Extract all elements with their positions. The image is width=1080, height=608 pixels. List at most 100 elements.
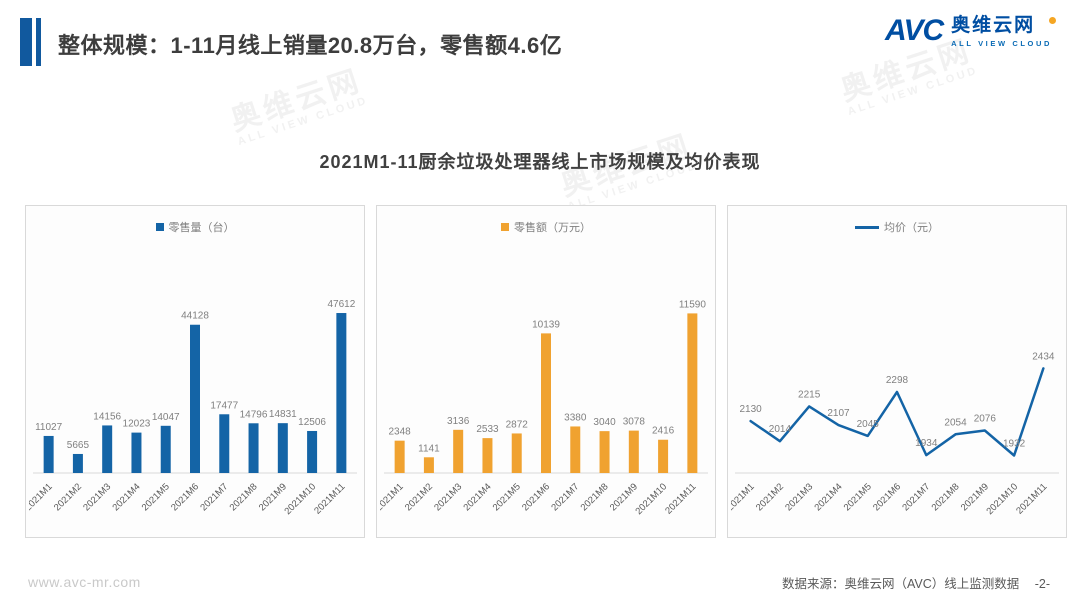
bar [160, 425, 171, 473]
x-tick-label: 2021M6 [871, 481, 903, 513]
point-value-label: 2045 [857, 419, 880, 430]
legend-line-icon [855, 225, 879, 229]
point-value-label: 2076 [974, 413, 997, 424]
footer-website: www.avc-mr.com [28, 574, 141, 590]
average-price-chart: 2130 2014 2215 2107 2045 2298 1934 2054 2076 1932… [731, 239, 1063, 531]
x-tick-label: 2021M2 [754, 481, 786, 513]
legend-label: 均价（元） [884, 222, 939, 234]
bar-value-label: 14831 [269, 409, 297, 420]
bar-value-label: 3040 [593, 417, 616, 428]
title-marker-icon [20, 18, 42, 66]
data-source-text: 数据来源：奥维云网（AVC）线上监测数据 [781, 577, 1020, 591]
bar-value-label: 2872 [506, 419, 529, 430]
bar [394, 440, 405, 473]
logo-dot-icon [1049, 17, 1056, 24]
bar [570, 426, 581, 473]
bar [628, 430, 639, 473]
bar [248, 423, 259, 473]
x-tick-label: 2021M10 [282, 481, 318, 517]
point-value-label: 2434 [1032, 351, 1055, 362]
point-value-label: 2014 [769, 424, 792, 435]
bar-value-label: 12506 [298, 417, 326, 428]
bar [307, 430, 318, 473]
retail-volume-panel: 零售量（台） 11027 5665 14156 12023 14047 44128 1747… [25, 205, 365, 538]
bar-value-label: 17477 [210, 400, 238, 411]
x-tick-label: 2021M2 [403, 481, 435, 513]
average-price-panel: 均价（元） 2130 2014 2215 2107 2045 2298 1934 2054 20… [727, 205, 1067, 538]
page-title: 整体规模：1-11月线上销量20.8万台，零售额4.6亿 [58, 33, 563, 58]
x-tick-label: 2021M11 [312, 481, 347, 516]
retail-value-legend: 零售额（万元） [501, 219, 591, 235]
x-tick-label: 2021M6 [169, 481, 201, 513]
retail-volume-chart: 11027 5665 14156 12023 14047 44128 17477 14796 1… [29, 239, 361, 531]
bar-value-label: 1141 [418, 443, 440, 454]
bar-value-label: 11027 [35, 422, 63, 433]
point-value-label: 1932 [1003, 438, 1026, 449]
x-tick-label: 2021M2 [52, 481, 84, 513]
point-value-label: 2054 [944, 417, 967, 428]
point-value-label: 2298 [886, 375, 909, 386]
point-value-label: 1934 [915, 438, 938, 449]
bar [72, 453, 83, 473]
point-value-label: 2107 [827, 408, 850, 419]
x-tick-label: 2021M6 [520, 481, 552, 513]
avc-logo: AVC 奥维云网 ALL VIEW CLOUD [885, 14, 1056, 48]
bar-value-label: 3380 [564, 412, 587, 423]
bar [687, 313, 698, 473]
logo-tagline: ALL VIEW CLOUD [951, 38, 1052, 48]
x-tick-label: 2021M7 [900, 481, 932, 513]
x-tick-label: 2021M4 [111, 481, 143, 513]
logo-name: 奥维云网 [951, 15, 1036, 36]
bar-value-label: 12023 [123, 419, 151, 430]
x-tick-label: 2021M10 [984, 481, 1020, 517]
x-tick-label: 2021M8 [579, 481, 611, 513]
bar [511, 433, 522, 473]
bar-value-label: 11590 [679, 299, 707, 310]
chart-title: 2021M1-11厨余垃圾处理器线上市场规模及均价表现 [319, 152, 761, 172]
point-value-label: 2130 [740, 404, 763, 415]
x-tick-label: 2021M8 [930, 481, 962, 513]
bar-value-label: 5665 [67, 440, 90, 451]
bar-value-label: 3136 [447, 416, 470, 427]
page-number: -2- [1034, 577, 1050, 591]
bar-value-label: 44128 [181, 311, 209, 322]
retail-value-chart: 2348 1141 3136 2533 2872 10139 3380 3040 3078 241… [380, 239, 712, 531]
bar-chart-svg: 2348 1141 3136 2533 2872 10139 3380 3040 3078 241… [380, 299, 708, 517]
x-tick-label: 2021M1 [29, 481, 55, 513]
x-tick-label: 2021M8 [228, 481, 260, 513]
bar-value-label: 2348 [389, 427, 412, 438]
footer-source: 数据来源：奥维云网（AVC）线上监测数据 -2- [782, 573, 1050, 592]
average-price-legend: 均价（元） [855, 219, 939, 235]
legend-label: 零售额（万元） [514, 222, 591, 234]
bar [131, 432, 142, 473]
bar-value-label: 10139 [532, 319, 560, 330]
retail-volume-legend: 零售量（台） [155, 219, 235, 235]
bar-value-label: 2416 [652, 426, 675, 437]
bar-value-label: 3078 [623, 417, 646, 428]
bar-value-label: 14796 [240, 409, 268, 420]
legend-label: 零售量（台） [168, 222, 235, 234]
x-tick-label: 2021M10 [633, 481, 669, 517]
legend-swatch-icon [155, 223, 164, 231]
x-tick-label: 2021M4 [813, 481, 845, 513]
logo-abbr: AVC [885, 14, 944, 47]
bar [482, 438, 493, 473]
x-tick-label: 2021M11 [1014, 481, 1049, 516]
bar [219, 414, 230, 473]
x-tick-label: 2021M1 [380, 481, 406, 513]
bar [190, 324, 200, 473]
x-tick-label: 2021M1 [731, 481, 757, 513]
bar-value-label: 2533 [476, 424, 499, 435]
bar [43, 435, 54, 473]
bar [336, 313, 347, 473]
bar-value-label: 14156 [93, 411, 121, 422]
line-chart-svg: 2130 2014 2215 2107 2045 2298 1934 2054 2076 1932… [731, 351, 1059, 517]
x-tick-label: 2021M3 [783, 481, 815, 513]
charts-row: 零售量（台） 11027 5665 14156 12023 14047 44128 1747… [25, 205, 1067, 538]
retail-value-panel: 零售额（万元） 2348 1141 3136 2533 2872 10139 3380 304… [376, 205, 716, 538]
x-tick-label: 2021M5 [491, 481, 523, 513]
x-tick-label: 2021M11 [663, 481, 698, 516]
bar [453, 429, 464, 473]
